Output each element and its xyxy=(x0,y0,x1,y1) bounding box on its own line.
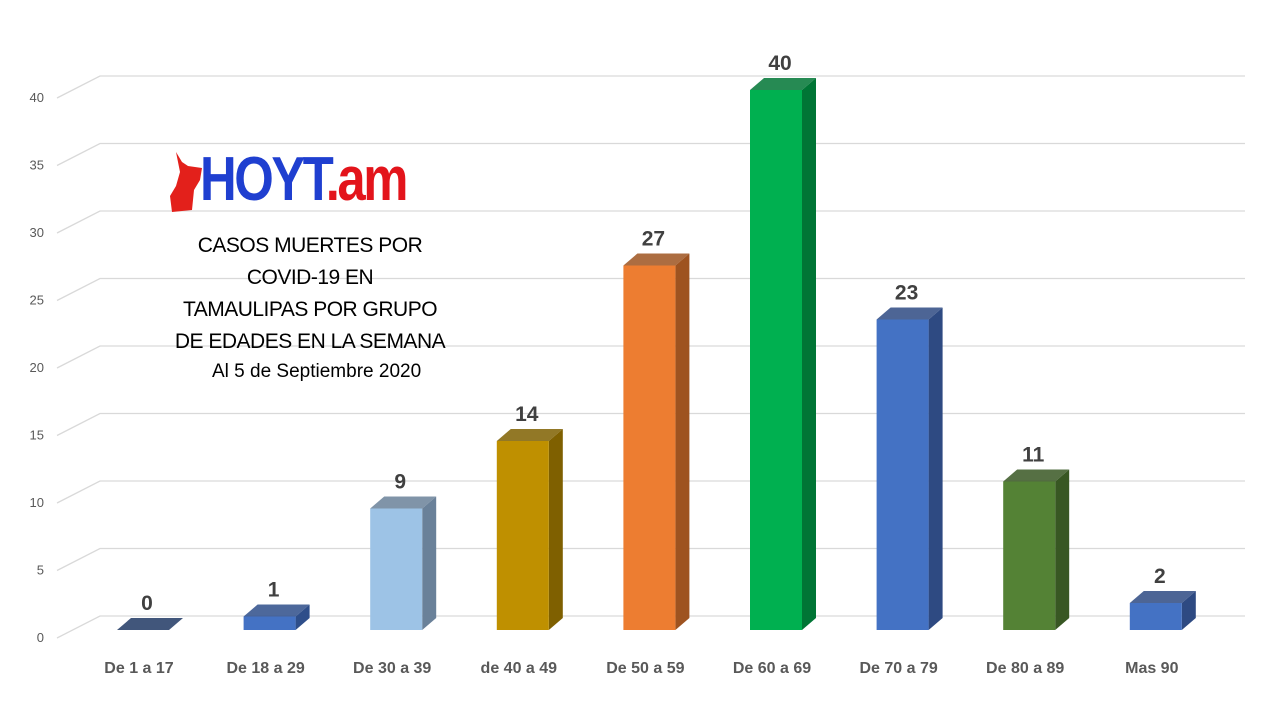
y-tick-label: 5 xyxy=(37,563,44,578)
x-tick-label: De 50 a 59 xyxy=(606,660,684,677)
bar-side xyxy=(802,78,816,630)
bar-side xyxy=(548,429,563,630)
bar-side xyxy=(422,496,437,630)
y-tick-label: 25 xyxy=(30,293,44,308)
y-tick-label: 15 xyxy=(30,428,44,443)
logo-text-hoyt: HOYT xyxy=(200,145,328,214)
gridline xyxy=(56,412,1245,437)
bar-side xyxy=(675,253,690,630)
data-label: 2 xyxy=(1154,565,1166,588)
data-label: 0 xyxy=(141,592,153,615)
y-tick-label: 30 xyxy=(30,225,44,240)
data-label: 27 xyxy=(642,228,665,251)
x-tick-label: De 60 a 69 xyxy=(733,660,811,677)
data-label: 11 xyxy=(1022,444,1045,467)
data-label: 9 xyxy=(394,471,406,494)
bar xyxy=(370,508,423,630)
x-tick-label: De 70 a 79 xyxy=(859,660,937,677)
bar-top xyxy=(496,429,563,441)
data-label: 40 xyxy=(768,52,791,75)
data-label: 14 xyxy=(515,403,539,426)
y-tick-label: 35 xyxy=(30,158,44,173)
hoyt-logo: HOYT.am xyxy=(168,145,458,214)
bar xyxy=(243,616,296,630)
x-tick-label: de 40 a 49 xyxy=(481,660,558,677)
bar xyxy=(623,265,676,630)
chart-title: CASOS MUERTES POR COVID-19 EN TAMAULIPAS… xyxy=(150,230,470,358)
x-tick-label: De 18 a 29 xyxy=(226,660,304,677)
gridline xyxy=(56,480,1245,504)
gridline xyxy=(56,547,1245,572)
bar-top xyxy=(623,253,690,266)
bar-side xyxy=(295,604,310,630)
x-tick-label: Mas 90 xyxy=(1125,660,1178,677)
y-tick-label: 0 xyxy=(37,630,44,645)
gridline xyxy=(56,142,1245,167)
bar-top xyxy=(1003,469,1070,482)
bar-side xyxy=(1181,591,1196,630)
y-tick-label: 40 xyxy=(30,90,44,105)
bar xyxy=(496,441,549,630)
bar-top xyxy=(243,604,310,617)
bar-top xyxy=(1129,591,1196,603)
bar-top xyxy=(117,618,183,630)
logo-text-am: .am xyxy=(325,145,409,214)
gridline xyxy=(56,615,1245,639)
bar-top xyxy=(750,78,816,90)
title-line: CASOS MUERTES POR xyxy=(197,234,423,257)
x-tick-label: De 80 a 89 xyxy=(986,660,1064,677)
bar-top xyxy=(876,307,943,320)
x-tick-label: De 1 a 17 xyxy=(104,660,173,677)
bar-side xyxy=(928,307,943,630)
chart-subtitle: Al 5 de Septiembre 2020 xyxy=(212,361,422,382)
bar-top xyxy=(370,496,437,509)
data-label: 1 xyxy=(268,579,280,602)
data-label: 23 xyxy=(895,282,918,305)
gridline xyxy=(56,345,1245,369)
bar xyxy=(1129,603,1182,630)
y-tick-label: 10 xyxy=(30,495,44,510)
x-tick-label: De 30 a 39 xyxy=(353,660,431,677)
title-line: DE EDADES EN LA SEMANA xyxy=(174,330,446,353)
y-tick-label: 20 xyxy=(30,360,44,375)
gridline xyxy=(56,210,1245,234)
bar xyxy=(876,319,929,630)
gridline xyxy=(56,75,1245,99)
bar xyxy=(1003,481,1056,630)
title-line: COVID-19 EN xyxy=(246,266,374,289)
gridline xyxy=(56,277,1245,302)
bar-side xyxy=(1055,469,1070,630)
title-line: TAMAULIPAS POR GRUPO xyxy=(182,298,438,321)
bar xyxy=(750,90,802,630)
tamaulipas-map-icon xyxy=(170,152,202,212)
